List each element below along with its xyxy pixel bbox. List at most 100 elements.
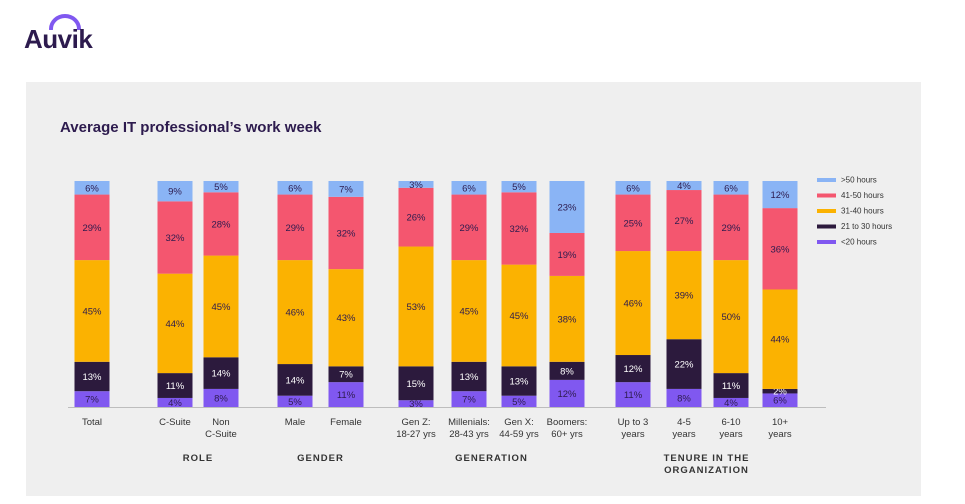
- bar-segment: [713, 194, 749, 261]
- bar-segment: [328, 269, 364, 367]
- bar-segment: [615, 251, 651, 356]
- legend-swatch: [817, 209, 836, 213]
- data-label: 22%: [674, 360, 694, 371]
- bar-segment: [328, 181, 364, 197]
- data-label: 3%: [409, 399, 423, 410]
- bar-segment: [157, 273, 193, 374]
- data-label: 5%: [512, 397, 526, 408]
- data-label: 8%: [677, 393, 691, 404]
- data-label: 12%: [623, 364, 643, 375]
- data-label: 6%: [626, 183, 640, 194]
- bar-segment: [666, 339, 702, 389]
- work-week-chart: Average IT professional’s work week 7% 13…: [60, 119, 892, 476]
- group-label: TENURE IN THE: [664, 453, 750, 464]
- category-label: 44-59 yrs: [499, 429, 539, 440]
- data-label: 13%: [509, 377, 529, 388]
- bar-segment: [74, 181, 110, 195]
- legend-entry: 41-50 hours: [841, 191, 884, 200]
- category-label: Gen Z:: [401, 417, 430, 428]
- data-label: 6%: [85, 183, 99, 194]
- data-label: 7%: [462, 395, 476, 406]
- data-label: 14%: [285, 375, 305, 386]
- bar-segment: [74, 260, 110, 362]
- bar-segment: [713, 181, 749, 195]
- bar-segment: [451, 361, 487, 392]
- data-label: 53%: [406, 302, 426, 313]
- category-label: years: [621, 429, 644, 440]
- bar-segment: [501, 366, 537, 396]
- bar-segment: [398, 187, 434, 247]
- bar-segment: [203, 388, 239, 407]
- data-label: 7%: [339, 370, 353, 381]
- data-label: 46%: [623, 299, 643, 310]
- auvik-logo: Auvik: [24, 14, 114, 54]
- data-label: 8%: [214, 393, 228, 404]
- bar-segment: [277, 194, 313, 261]
- bar-segment: [615, 181, 651, 195]
- data-label: 25%: [623, 218, 643, 229]
- bar-segment: [277, 395, 313, 407]
- bar-segment: [277, 181, 313, 195]
- data-label: 29%: [285, 223, 305, 234]
- data-label: 43%: [336, 313, 356, 324]
- data-label: 46%: [285, 308, 305, 319]
- category-label: 18-27 yrs: [396, 429, 436, 440]
- data-label: 5%: [288, 397, 302, 408]
- bar-segment: [666, 251, 702, 340]
- bar-segment: [157, 397, 193, 407]
- chart-title: Average IT professional’s work week: [60, 119, 322, 136]
- bar-segment: [157, 201, 193, 274]
- bar-segment: [328, 382, 364, 407]
- bar-segment: [277, 364, 313, 396]
- data-label: 11%: [722, 381, 741, 392]
- category-label: Millenials:: [448, 417, 490, 428]
- data-label: 6%: [288, 183, 302, 194]
- group-label: ROLE: [183, 453, 213, 464]
- bar-segment: [398, 400, 434, 407]
- bar-segment: [615, 355, 651, 383]
- bar-segment: [762, 208, 798, 290]
- legend-entry: 21 to 30 hours: [841, 222, 892, 231]
- data-label: 32%: [509, 224, 529, 235]
- data-label: 13%: [82, 372, 102, 383]
- data-label: 26%: [406, 213, 426, 224]
- data-label: 11%: [624, 390, 643, 401]
- logo-wordmark: Auvik: [24, 24, 93, 54]
- data-label: 14%: [211, 369, 231, 380]
- group-label: ORGANIZATION: [664, 465, 749, 476]
- category-label: 28-43 yrs: [449, 429, 489, 440]
- bar-segment: [501, 181, 537, 193]
- category-label: C-Suite: [159, 417, 191, 428]
- data-label: 45%: [459, 306, 479, 317]
- bar-segment: [203, 181, 239, 193]
- data-label: 5%: [512, 182, 526, 193]
- category-label: Total: [82, 417, 102, 428]
- data-label: 9%: [168, 187, 182, 198]
- category-label: C-Suite: [205, 429, 237, 440]
- bar-segment: [451, 391, 487, 407]
- data-label: 4%: [677, 181, 691, 192]
- data-label: 23%: [557, 202, 577, 213]
- data-label: 13%: [459, 372, 479, 383]
- bar-segment: [762, 181, 798, 209]
- data-label: 15%: [406, 379, 426, 390]
- category-label: Male: [285, 417, 306, 428]
- bar-segment: [713, 397, 749, 407]
- bar-segment: [615, 194, 651, 252]
- data-label: 12%: [770, 190, 790, 201]
- group-label: GENERATION: [455, 453, 528, 464]
- group-label: GENDER: [297, 453, 344, 464]
- data-label: 6%: [773, 396, 787, 407]
- bar-segment: [157, 181, 193, 202]
- bar-segment: [549, 181, 585, 233]
- data-label: 50%: [721, 312, 741, 323]
- category-label: 10+: [772, 417, 789, 428]
- category-label: 60+ yrs: [551, 429, 583, 440]
- legend-entry: 31-40 hours: [841, 207, 884, 216]
- bar-segment: [549, 275, 585, 362]
- data-label: 4%: [168, 398, 182, 409]
- data-label: 5%: [214, 182, 228, 193]
- bar-segment: [549, 361, 585, 380]
- bar-segment: [762, 289, 798, 389]
- bar-segment: [277, 260, 313, 365]
